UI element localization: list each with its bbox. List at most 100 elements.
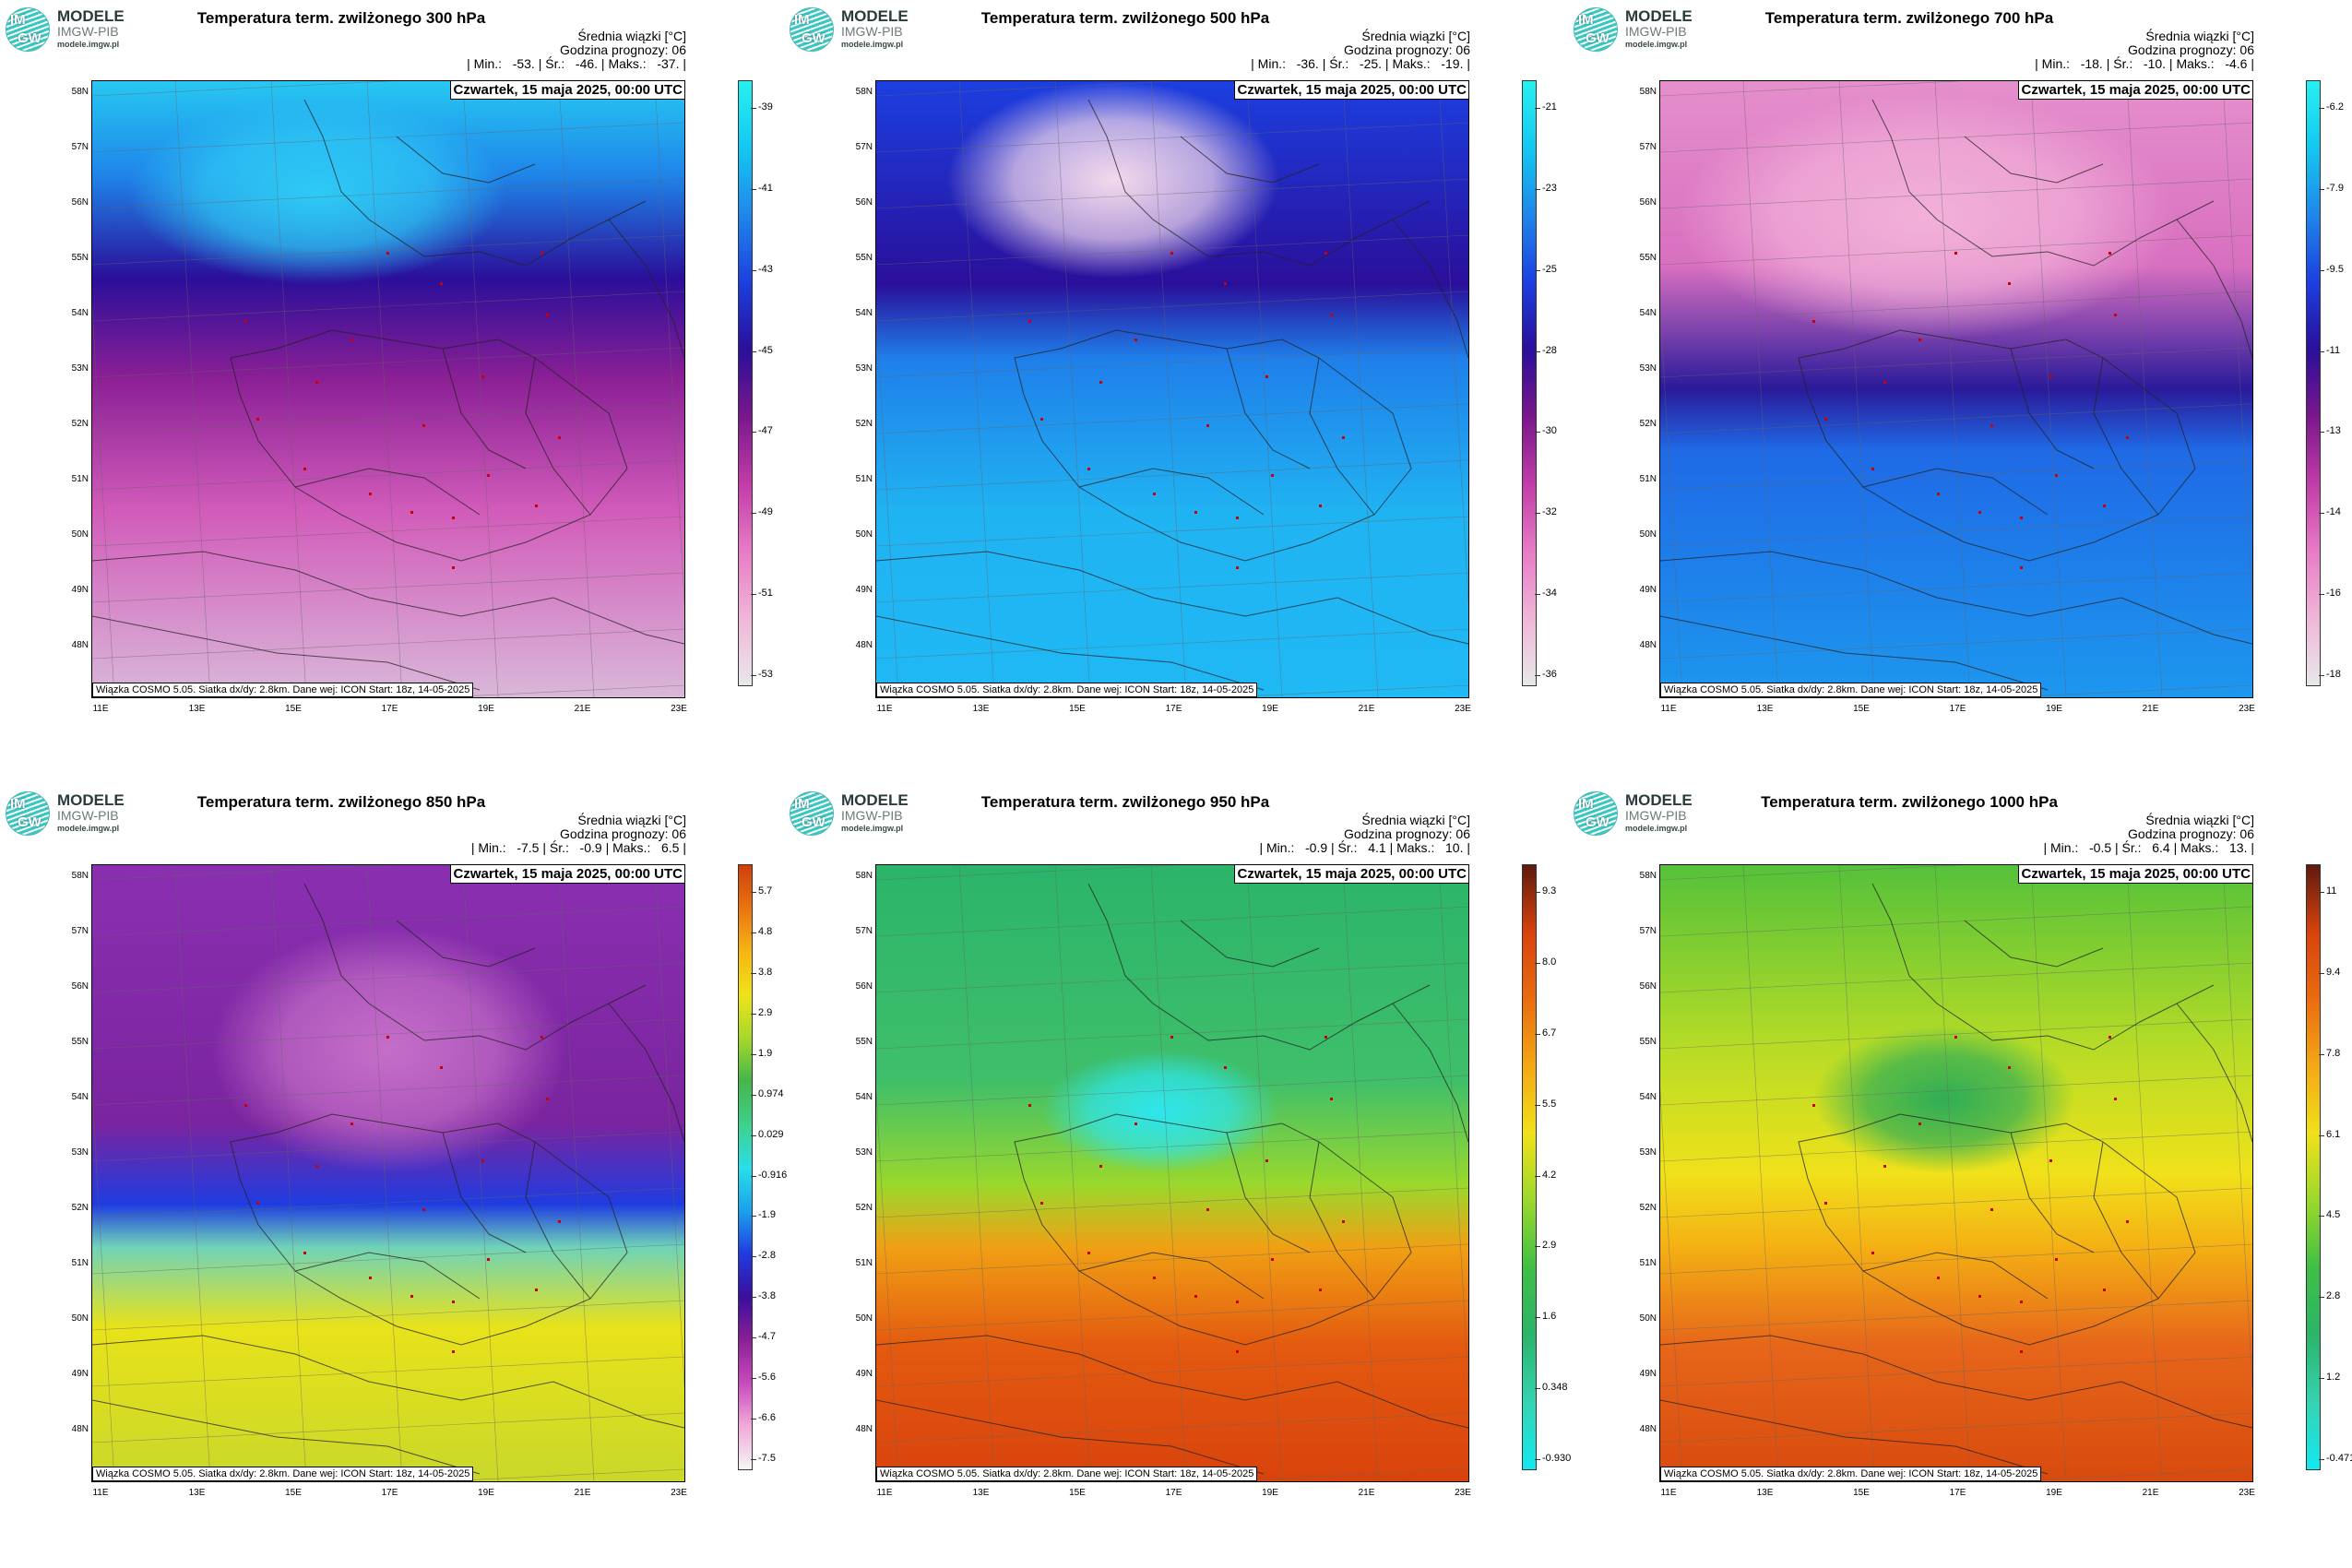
lat-label: 56N	[1639, 981, 1657, 992]
city-marker	[1028, 319, 1031, 323]
imgw-logo[interactable]: IM GW MODELE IMGW-PIB modele.imgw.pl	[1574, 791, 1721, 836]
lat-label: 52N	[855, 1203, 873, 1213]
city-marker	[350, 1122, 354, 1125]
logo-url[interactable]: modele.imgw.pl	[57, 824, 120, 833]
imgw-logo[interactable]: IM GW MODELE IMGW-PIB modele.imgw.pl	[6, 7, 153, 52]
city-marker	[1918, 338, 1922, 341]
colorbar	[738, 864, 753, 1470]
map-panel-1: IM GW MODELE IMGW-PIB modele.imgw.pl Temperat…	[0, 0, 784, 784]
imgw-logo-icon: IM GW	[1574, 7, 1618, 52]
imgw-logo[interactable]: IM GW MODELE IMGW-PIB modele.imgw.pl	[790, 7, 937, 52]
city-marker	[1194, 1294, 1197, 1298]
lat-label: 51N	[855, 474, 873, 484]
panel-info: Średnia wiązki [°C] Godzina prognozy: 06 |…	[2043, 814, 2254, 855]
logo-url[interactable]: modele.imgw.pl	[841, 40, 904, 49]
city-marker	[368, 1276, 372, 1279]
mean-label: Średnia wiązki [°C]	[2145, 29, 2254, 43]
source-label: Wiązka COSMO 5.05. Siatka dx/dy: 2.8km. …	[92, 683, 474, 697]
lat-label: 57N	[855, 926, 873, 936]
lon-label: 19E	[478, 704, 494, 714]
city-marker	[255, 1202, 259, 1206]
colorbar-tick	[751, 432, 756, 434]
colorbar-label: -39	[758, 101, 773, 113]
colorbar-label: -43	[758, 263, 773, 275]
city-marker	[1099, 1165, 1102, 1169]
colorbar-label: -18	[2326, 669, 2341, 680]
lat-label: 50N	[855, 529, 873, 540]
logo-url[interactable]: modele.imgw.pl	[841, 824, 904, 833]
temperature-field	[876, 81, 1468, 697]
lon-label: 17E	[381, 1488, 398, 1498]
city-marker	[558, 1220, 562, 1224]
lat-label: 51N	[71, 1258, 89, 1268]
city-marker	[451, 1349, 455, 1353]
lon-label: 23E	[1455, 1488, 1471, 1498]
lat-label: 57N	[855, 142, 873, 152]
colorbar-label: 0.348	[1542, 1382, 1568, 1394]
colorbar-tick	[751, 675, 756, 676]
lon-label: 21E	[2142, 704, 2159, 714]
colorbar-tick	[2319, 1459, 2324, 1460]
lat-label: 49N	[1639, 585, 1657, 595]
city-marker	[1990, 1208, 1993, 1212]
map-panel-5: IM GW MODELE IMGW-PIB modele.imgw.pl Temperat…	[784, 784, 1571, 1568]
city-marker	[1990, 424, 1993, 428]
colorbar-tick	[1535, 1246, 1540, 1248]
imgw-logo[interactable]: IM GW MODELE IMGW-PIB modele.imgw.pl	[1574, 7, 1721, 52]
lat-label: 52N	[1639, 419, 1657, 429]
city-marker	[315, 1165, 318, 1169]
lat-label: 51N	[71, 474, 89, 484]
city-marker	[534, 504, 538, 507]
city-marker	[2126, 1220, 2130, 1224]
colorbar-label: 5.7	[758, 885, 773, 897]
lon-label: 15E	[1853, 1488, 1870, 1498]
lat-label: 49N	[855, 585, 873, 595]
colorbar-label: -28	[1542, 344, 1557, 356]
logo-org: IMGW-PIB	[57, 808, 119, 823]
city-marker	[2102, 504, 2106, 507]
colorbar-tick	[2319, 350, 2324, 352]
logo-url[interactable]: modele.imgw.pl	[1625, 40, 1688, 49]
imgw-logo[interactable]: IM GW MODELE IMGW-PIB modele.imgw.pl	[790, 791, 937, 836]
lat-label: 55N	[1639, 253, 1657, 263]
lat-label: 48N	[1639, 640, 1657, 650]
forecast-hour: Godzina prognozy: 06	[1344, 42, 1470, 57]
colorbar-label: 9.3	[1542, 885, 1557, 897]
imgw-logo-icon: IM GW	[1574, 791, 1618, 836]
colorbar-tick	[2319, 432, 2324, 434]
stats-line: | Min.: -7.5 | Śr.: -0.9 | Maks.: 6.5 |	[470, 840, 686, 855]
city-marker	[2114, 313, 2118, 316]
city-marker	[1170, 1036, 1173, 1039]
logo-url[interactable]: modele.imgw.pl	[57, 40, 120, 49]
logo-url[interactable]: modele.imgw.pl	[1625, 824, 1688, 833]
lon-label: 19E	[478, 1488, 494, 1498]
imgw-logo[interactable]: IM GW MODELE IMGW-PIB modele.imgw.pl	[6, 791, 153, 836]
source-label: Wiązka COSMO 5.05. Siatka dx/dy: 2.8km. …	[92, 1467, 474, 1481]
colorbar-tick	[1535, 188, 1540, 190]
lat-label: 56N	[855, 197, 873, 208]
source-label: Wiązka COSMO 5.05. Siatka dx/dy: 2.8km. …	[1660, 683, 2042, 697]
city-marker	[540, 1036, 543, 1039]
lat-label: 54N	[1639, 308, 1657, 318]
colorbar-tick	[751, 1297, 756, 1299]
city-marker	[1223, 282, 1227, 286]
map-panel-6: IM GW MODELE IMGW-PIB modele.imgw.pl Temperat…	[1568, 784, 2352, 1568]
colorbar-label: -21	[1542, 101, 1557, 113]
colorbar-label: 4.5	[2326, 1209, 2341, 1221]
city-marker	[386, 1036, 389, 1039]
colorbar	[1522, 864, 1537, 1470]
colorbar-tick	[1535, 108, 1540, 109]
logo-short-bottom: GW	[802, 814, 826, 830]
lat-label: 51N	[855, 1258, 873, 1268]
city-marker	[244, 319, 247, 323]
city-marker	[1271, 1257, 1275, 1261]
logo-short-top: IM	[10, 12, 26, 28]
lat-label: 49N	[71, 1369, 89, 1379]
lat-label: 48N	[855, 640, 873, 650]
lat-label: 48N	[71, 640, 89, 650]
colorbar-tick	[751, 1053, 756, 1055]
lon-label: 23E	[2239, 704, 2255, 714]
stats-line: | Min.: -18. | Śr.: -10. | Maks.: -4.6 |	[2035, 56, 2254, 71]
temperature-field	[876, 865, 1468, 1481]
city-marker	[1039, 1202, 1043, 1206]
